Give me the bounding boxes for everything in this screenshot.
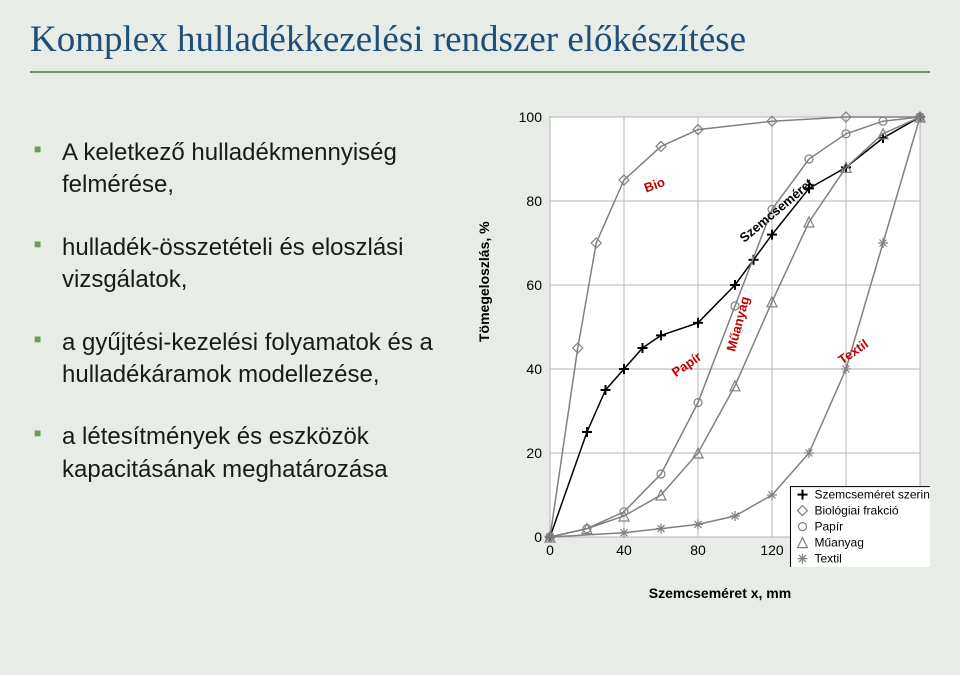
svg-text:0: 0 — [534, 529, 542, 545]
page-title: Komplex hulladékkezelési rendszer előkés… — [30, 18, 930, 73]
bullet-item: a létesítmények és eszközök kapacitásána… — [30, 421, 500, 486]
y-axis-label: Tömegeloszlás, % — [476, 221, 492, 342]
svg-text:Biológiai frakció: Biológiai frakció — [815, 504, 899, 518]
svg-text:Papír: Papír — [815, 520, 844, 534]
svg-text:0: 0 — [546, 542, 554, 558]
distribution-chart: Tömegeloszlás, % 04080120160200020406080… — [510, 107, 930, 597]
svg-text:40: 40 — [526, 361, 542, 377]
svg-text:80: 80 — [526, 193, 542, 209]
bullet-list: A keletkező hulladékmennyiség felmérése,… — [30, 107, 500, 597]
svg-text:Textil: Textil — [815, 552, 842, 566]
svg-text:100: 100 — [519, 109, 543, 125]
svg-text:40: 40 — [616, 542, 632, 558]
x-axis-label: Szemcseméret x, mm — [649, 585, 791, 601]
svg-text:Szemcseméret szerint: Szemcseméret szerint — [815, 488, 931, 502]
bullet-item: A keletkező hulladékmennyiség felmérése, — [30, 137, 500, 202]
svg-text:80: 80 — [690, 542, 706, 558]
svg-text:60: 60 — [526, 277, 542, 293]
svg-text:Műanyag: Műanyag — [815, 536, 864, 550]
svg-text:120: 120 — [760, 542, 784, 558]
svg-text:20: 20 — [526, 445, 542, 461]
bullet-item: a gyűjtési-kezelési folyamatok és a hull… — [30, 327, 500, 392]
bullet-item: hulladék-összetételi és eloszlási vizsgá… — [30, 232, 500, 297]
